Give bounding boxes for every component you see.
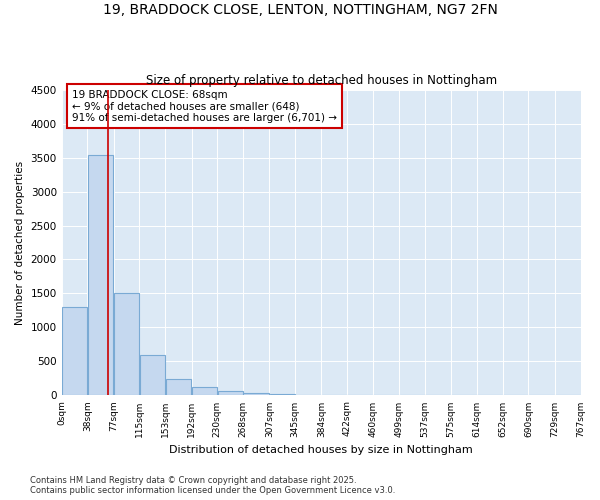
Bar <box>192 386 217 396</box>
Bar <box>243 394 269 396</box>
Y-axis label: Number of detached properties: Number of detached properties <box>15 160 25 324</box>
Bar <box>218 392 242 396</box>
Bar <box>114 294 139 396</box>
Bar <box>140 354 165 396</box>
Bar <box>88 156 113 396</box>
X-axis label: Distribution of detached houses by size in Nottingham: Distribution of detached houses by size … <box>169 445 473 455</box>
Text: Contains HM Land Registry data © Crown copyright and database right 2025.
Contai: Contains HM Land Registry data © Crown c… <box>30 476 395 495</box>
Title: Size of property relative to detached houses in Nottingham: Size of property relative to detached ho… <box>146 74 497 87</box>
Bar <box>62 307 87 396</box>
Text: 19 BRADDOCK CLOSE: 68sqm
← 9% of detached houses are smaller (648)
91% of semi-d: 19 BRADDOCK CLOSE: 68sqm ← 9% of detache… <box>72 90 337 123</box>
Bar <box>166 379 191 396</box>
Bar <box>269 394 295 396</box>
Text: 19, BRADDOCK CLOSE, LENTON, NOTTINGHAM, NG7 2FN: 19, BRADDOCK CLOSE, LENTON, NOTTINGHAM, … <box>103 2 497 16</box>
